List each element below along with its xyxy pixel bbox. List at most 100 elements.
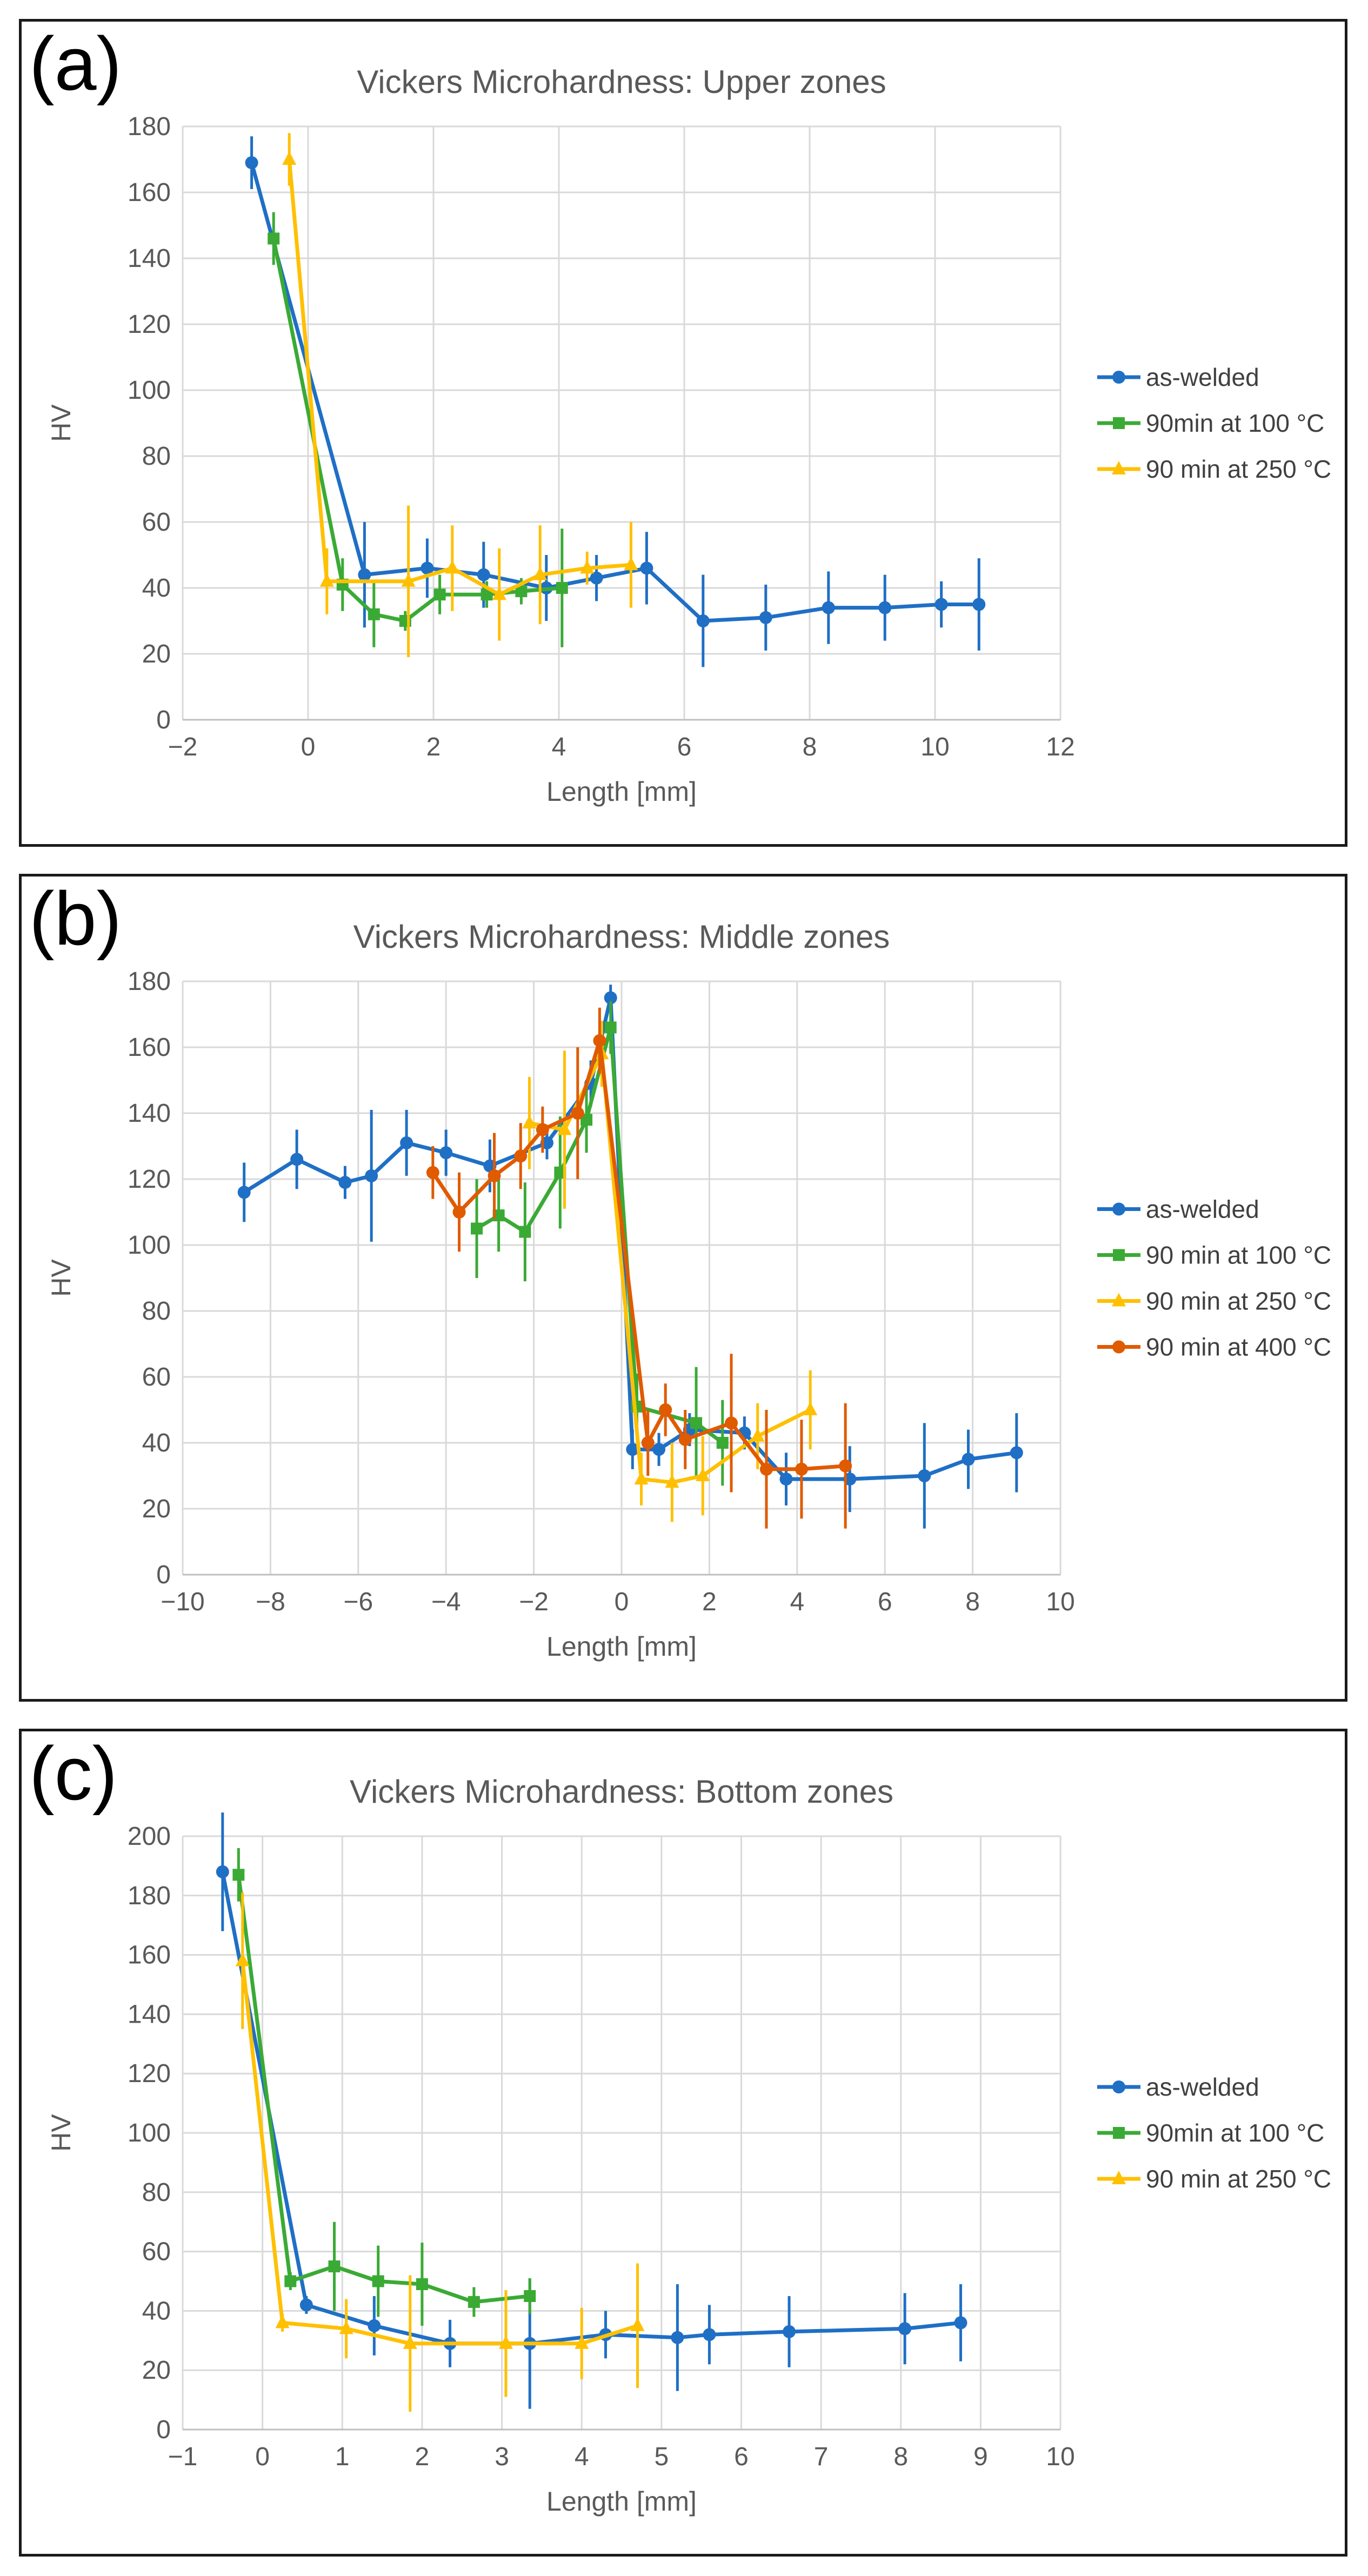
x-tick-label: 10 xyxy=(920,733,949,761)
series-c250 xyxy=(282,133,638,658)
data-point xyxy=(580,560,595,574)
data-point xyxy=(626,1443,639,1456)
x-tick-label: −2 xyxy=(168,733,198,761)
data-point xyxy=(593,1034,606,1047)
data-point xyxy=(339,2320,353,2334)
legend-item: as-welded xyxy=(1097,2073,1259,2101)
legend-item: 90 min at 100 °C xyxy=(1097,1241,1331,1269)
data-point xyxy=(759,611,772,624)
data-point xyxy=(328,2260,341,2273)
legend-item: 90min at 100 °C xyxy=(1097,2119,1324,2147)
data-point xyxy=(290,1153,304,1166)
y-tick-label: 180 xyxy=(128,1882,171,1910)
series-as_welded xyxy=(216,1812,967,2409)
x-axis-label: Length [mm] xyxy=(546,1631,697,1662)
panel-label: (c) xyxy=(29,1731,118,1816)
data-point xyxy=(433,588,446,601)
x-axis-label: Length [mm] xyxy=(546,777,697,807)
legend-marker xyxy=(1112,2080,1125,2093)
data-point xyxy=(452,1206,466,1219)
y-tick-label: 0 xyxy=(156,2416,171,2444)
data-point xyxy=(533,566,548,580)
data-point xyxy=(624,557,638,571)
data-point xyxy=(365,1169,378,1182)
series-as_welded xyxy=(245,136,986,667)
data-point xyxy=(237,1186,251,1199)
data-point xyxy=(803,1402,818,1415)
y-tick-label: 0 xyxy=(156,706,171,734)
x-tick-label: 0 xyxy=(615,1588,629,1616)
x-tick-label: 6 xyxy=(734,2443,749,2471)
x-tick-label: 2 xyxy=(702,1588,717,1616)
x-tick-label: −1 xyxy=(168,2443,198,2471)
series-line xyxy=(476,1025,724,1444)
y-axis-label: HV xyxy=(46,1259,76,1297)
data-point xyxy=(421,561,434,575)
data-point xyxy=(604,991,617,1005)
data-point xyxy=(954,2316,967,2330)
data-point xyxy=(665,1474,679,1488)
x-tick-label: 1 xyxy=(335,2443,350,2471)
series-line xyxy=(236,1874,530,2304)
data-point xyxy=(634,1471,649,1485)
data-point xyxy=(725,1416,738,1430)
y-tick-label: 120 xyxy=(128,2059,171,2088)
legend-label: 90 min at 100 °C xyxy=(1146,1241,1331,1269)
x-tick-label: −10 xyxy=(161,1588,204,1616)
y-tick-label: 140 xyxy=(128,1099,171,1128)
data-point xyxy=(898,2322,912,2336)
legend-label: as-welded xyxy=(1146,1195,1259,1223)
series-c250 xyxy=(235,1892,645,2412)
data-point xyxy=(652,1443,666,1456)
data-point xyxy=(338,1176,352,1189)
data-point xyxy=(235,1952,250,1966)
x-tick-label: 12 xyxy=(1046,733,1075,761)
data-point xyxy=(795,1462,808,1476)
data-point xyxy=(514,1149,528,1163)
legend-marker xyxy=(1112,461,1126,474)
data-point xyxy=(232,1869,245,1881)
y-tick-label: 180 xyxy=(128,967,171,996)
y-axis-label: HV xyxy=(46,2114,76,2152)
x-tick-label: 3 xyxy=(495,2443,509,2471)
legend-label: 90min at 100 °C xyxy=(1146,409,1324,437)
panel-label: (b) xyxy=(29,876,122,961)
data-point xyxy=(426,1166,439,1179)
data-point xyxy=(416,2278,428,2290)
chart-bottom-zones: Vickers Microhardness: Bottom zones02040… xyxy=(46,1774,1331,2517)
data-point xyxy=(839,1459,852,1473)
y-axis-label: HV xyxy=(46,404,76,442)
data-point xyxy=(468,2296,480,2308)
series-c100 xyxy=(268,212,568,647)
chart-panel-upper: (a) Vickers Microhardness: Upper zones 0 2… xyxy=(19,19,1347,847)
series-c100 xyxy=(471,1001,729,1486)
x-tick-label: 7 xyxy=(814,2443,829,2471)
data-point xyxy=(519,1226,531,1238)
y-tick-label: 0 xyxy=(156,1561,171,1589)
data-point xyxy=(536,1123,549,1136)
data-point xyxy=(299,2298,313,2312)
series-c250 xyxy=(522,1021,818,1522)
data-point xyxy=(590,571,603,585)
data-point xyxy=(554,1166,566,1179)
data-point xyxy=(759,1462,773,1476)
data-point xyxy=(245,156,258,170)
y-tick-label: 80 xyxy=(142,442,171,471)
legend-label: as-welded xyxy=(1146,363,1259,391)
data-point xyxy=(1010,1446,1023,1460)
x-tick-label: 8 xyxy=(803,733,817,761)
data-point xyxy=(368,608,380,620)
series-c100 xyxy=(232,1848,536,2326)
y-tick-label: 40 xyxy=(142,1429,171,1457)
legend-item: as-welded xyxy=(1097,1195,1259,1223)
y-tick-label: 160 xyxy=(128,1033,171,1062)
data-point xyxy=(445,560,459,574)
chart-panel-middle: (b) Vickers Microhardness: Middle zones 0… xyxy=(19,874,1347,1702)
legend-item: 90 min at 250 °C xyxy=(1097,455,1331,483)
data-point xyxy=(492,1209,505,1222)
data-point xyxy=(972,598,986,611)
x-tick-label: 6 xyxy=(878,1588,892,1616)
data-point xyxy=(671,2331,684,2344)
y-tick-label: 140 xyxy=(128,244,171,273)
data-point xyxy=(439,1146,453,1160)
